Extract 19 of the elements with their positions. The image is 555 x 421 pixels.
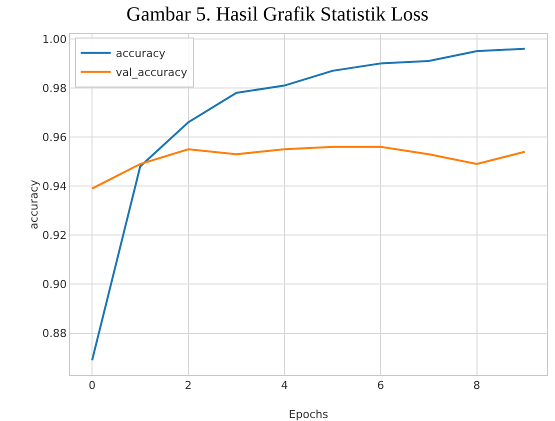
y-tick-label: 0.92 — [42, 229, 67, 242]
legend-label: accuracy — [116, 47, 166, 60]
y-axis-title: accuracy — [27, 179, 40, 230]
x-tick-label: 6 — [377, 379, 384, 392]
legend-label: val_accuracy — [116, 66, 188, 80]
x-tick-label: 8 — [473, 379, 480, 392]
chart-title: Gambar 5. Hasil Grafik Statistik Loss — [126, 3, 429, 26]
y-tick-label: 0.88 — [42, 327, 67, 340]
y-tick-label: 0.98 — [42, 82, 67, 95]
y-tick-label: 0.94 — [42, 180, 67, 193]
x-tick-label: 0 — [88, 379, 96, 392]
x-tick-label: 4 — [280, 379, 288, 392]
line-series — [91, 146, 526, 190]
y-tick-label: 1.00 — [42, 32, 67, 46]
x-tick-label: 2 — [184, 379, 192, 392]
line-series — [91, 48, 526, 362]
y-tick-label: 0.90 — [42, 278, 67, 292]
y-tick-label: 0.96 — [42, 130, 67, 144]
x-axis-title: Epochs — [288, 408, 328, 421]
